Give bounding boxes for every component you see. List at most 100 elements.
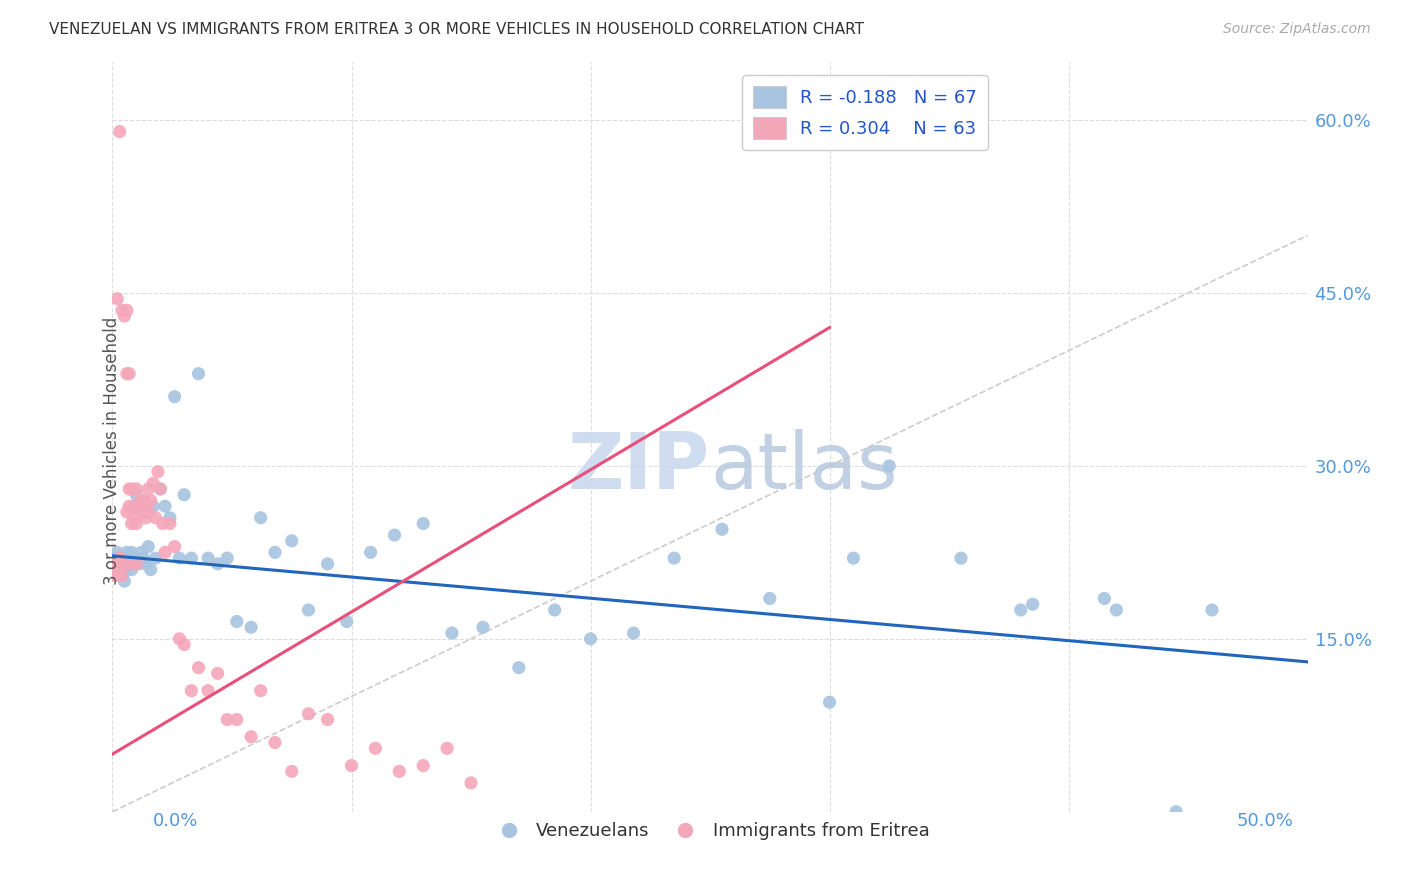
Legend: Venezuelans, Immigrants from Eritrea: Venezuelans, Immigrants from Eritrea: [484, 815, 936, 847]
Text: 50.0%: 50.0%: [1237, 812, 1294, 830]
Point: [1094, 591, 1116, 606]
Point: [364, 741, 387, 756]
Point: [111, 303, 134, 318]
Point: [412, 516, 434, 531]
Point: [121, 482, 143, 496]
Point: [1010, 603, 1032, 617]
Point: [217, 551, 239, 566]
Point: [207, 666, 229, 681]
Point: [388, 764, 411, 779]
Point: [759, 591, 782, 606]
Point: [105, 545, 128, 559]
Point: [121, 563, 143, 577]
Point: [1022, 597, 1045, 611]
Point: [108, 551, 131, 566]
Point: [543, 603, 565, 617]
Point: [153, 545, 176, 559]
Point: [197, 683, 219, 698]
Text: atlas: atlas: [710, 429, 897, 505]
Point: [114, 574, 135, 589]
Point: [153, 500, 176, 514]
Point: [146, 465, 169, 479]
Point: [145, 510, 167, 524]
Point: [440, 626, 463, 640]
Point: [115, 545, 138, 559]
Point: [115, 505, 138, 519]
Point: [129, 493, 152, 508]
Point: [240, 730, 263, 744]
Point: [249, 683, 271, 698]
Point: [149, 482, 172, 496]
Text: VENEZUELAN VS IMMIGRANTS FROM ERITREA 3 OR MORE VEHICLES IN HOUSEHOLD CORRELATIO: VENEZUELAN VS IMMIGRANTS FROM ERITREA 3 …: [49, 22, 865, 37]
Point: [225, 615, 247, 629]
Point: [142, 500, 165, 514]
Point: [225, 713, 247, 727]
Point: [412, 758, 434, 772]
Point: [180, 551, 202, 566]
Point: [436, 741, 458, 756]
Point: [108, 125, 131, 139]
Point: [128, 500, 150, 514]
Point: [336, 615, 359, 629]
Point: [163, 390, 186, 404]
Point: [135, 557, 157, 571]
Text: Source: ZipAtlas.com: Source: ZipAtlas.com: [1223, 22, 1371, 37]
Point: [145, 551, 167, 566]
Point: [104, 568, 127, 582]
Point: [249, 510, 271, 524]
Point: [105, 568, 128, 582]
Point: [118, 482, 141, 496]
Point: [125, 551, 148, 566]
Point: [1201, 603, 1223, 617]
Point: [122, 500, 145, 514]
Point: [159, 516, 181, 531]
Point: [104, 551, 127, 566]
Point: [135, 510, 157, 524]
Point: [460, 776, 482, 790]
Point: [264, 545, 287, 559]
Point: [173, 638, 195, 652]
Point: [111, 557, 134, 571]
Point: [138, 505, 160, 519]
Text: 3 or more Vehicles in Household: 3 or more Vehicles in Household: [104, 317, 121, 584]
Point: [132, 500, 155, 514]
Point: [132, 493, 155, 508]
Point: [281, 533, 304, 548]
Point: [122, 510, 145, 524]
Point: [240, 620, 263, 634]
Point: [129, 545, 152, 559]
Point: [217, 713, 239, 727]
Point: [297, 706, 319, 721]
Point: [118, 367, 141, 381]
Point: [111, 568, 134, 582]
Point: [105, 557, 128, 571]
Point: [316, 557, 339, 571]
Point: [169, 551, 191, 566]
Point: [173, 488, 195, 502]
Point: [121, 557, 143, 571]
Point: [114, 557, 135, 571]
Point: [818, 695, 841, 709]
Point: [159, 510, 181, 524]
Point: [108, 563, 131, 577]
Point: [128, 557, 150, 571]
Point: [297, 603, 319, 617]
Point: [623, 626, 645, 640]
Point: [142, 476, 165, 491]
Point: [180, 683, 202, 698]
Point: [316, 713, 339, 727]
Point: [1166, 805, 1188, 819]
Text: ZIP: ZIP: [568, 429, 710, 505]
Point: [105, 292, 128, 306]
Point: [360, 545, 382, 559]
Point: [579, 632, 602, 646]
Point: [711, 522, 734, 536]
Point: [187, 367, 209, 381]
Point: [118, 551, 141, 566]
Point: [122, 557, 145, 571]
Point: [950, 551, 973, 566]
Point: [121, 516, 143, 531]
Point: [207, 557, 229, 571]
Point: [115, 367, 138, 381]
Point: [152, 516, 174, 531]
